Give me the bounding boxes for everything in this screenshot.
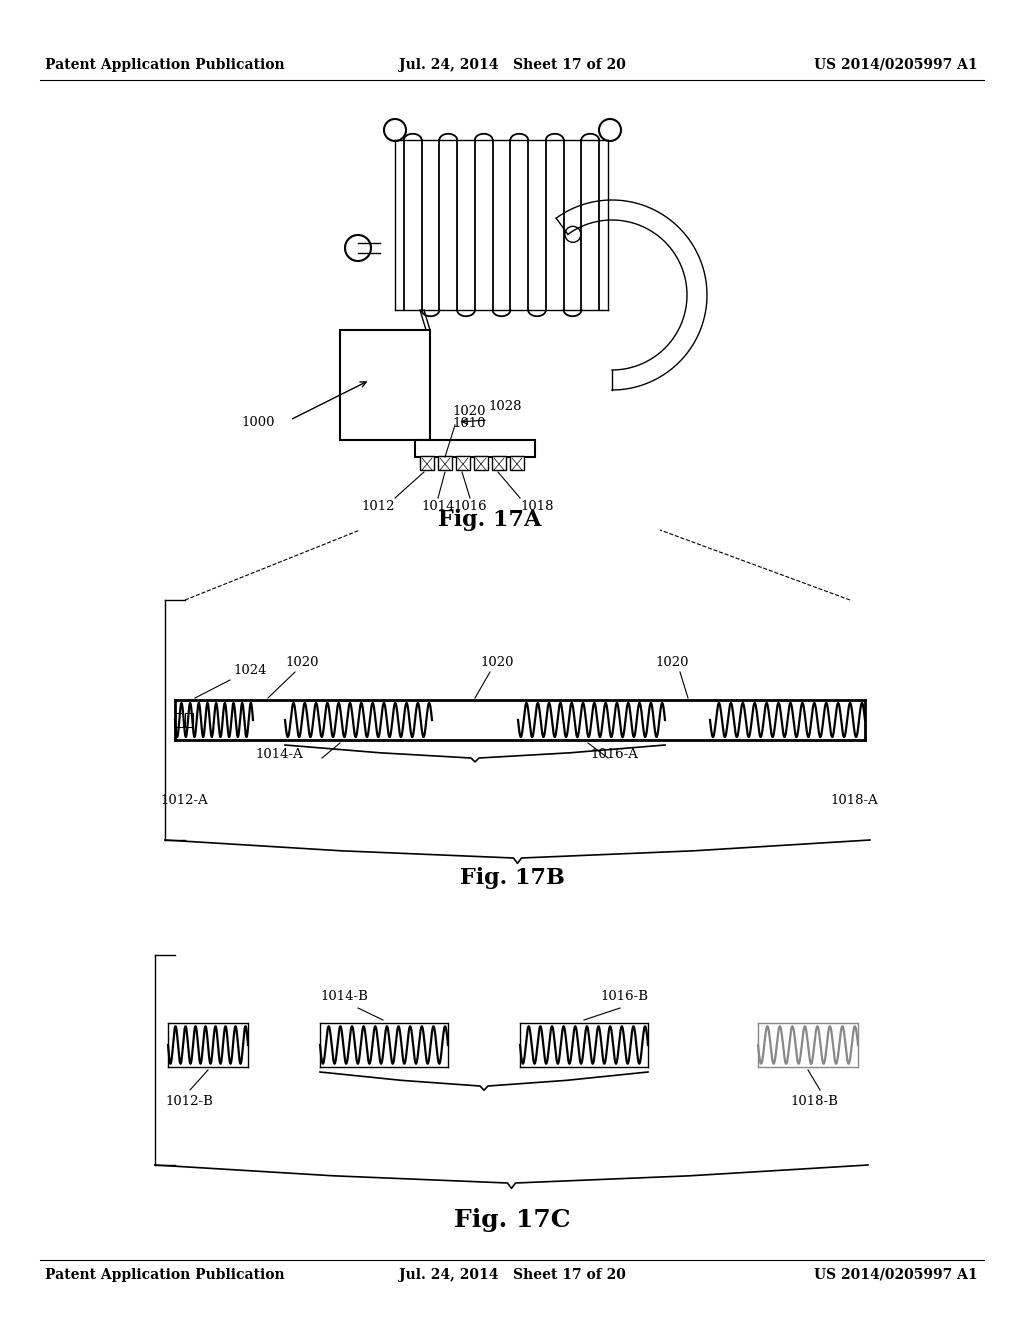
Bar (340, 330, 430, 440)
Text: Patent Application Publication: Patent Application Publication (45, 58, 285, 73)
Text: Jul. 24, 2014   Sheet 17 of 20: Jul. 24, 2014 Sheet 17 of 20 (398, 1269, 626, 1282)
Text: 1016-A: 1016-A (590, 748, 638, 762)
Text: Patent Application Publication: Patent Application Publication (45, 1269, 285, 1282)
Bar (415, 440, 535, 457)
Text: 1018-B: 1018-B (790, 1096, 838, 1107)
Text: Fig. 17A: Fig. 17A (438, 510, 542, 531)
Text: Fig. 17B: Fig. 17B (460, 867, 564, 888)
Bar (492, 455, 506, 470)
Text: 1010: 1010 (452, 417, 485, 430)
Text: 1012-A: 1012-A (160, 793, 208, 807)
Text: US 2014/0205997 A1: US 2014/0205997 A1 (814, 58, 978, 73)
Text: 1020: 1020 (452, 405, 485, 418)
Text: 1012-B: 1012-B (165, 1096, 213, 1107)
Text: 1014-A: 1014-A (255, 748, 303, 762)
Text: 1020: 1020 (480, 656, 513, 669)
Text: 1014-B: 1014-B (319, 990, 368, 1003)
Bar (253, 702, 285, 738)
Text: 1000: 1000 (242, 416, 275, 429)
Text: 1018-A: 1018-A (830, 793, 878, 807)
Bar (665, 702, 710, 738)
Circle shape (384, 119, 406, 141)
Text: Fig. 17C: Fig. 17C (454, 1208, 570, 1232)
Circle shape (599, 119, 621, 141)
Circle shape (345, 235, 371, 261)
Text: 1018: 1018 (520, 500, 554, 513)
Bar (474, 455, 488, 470)
Bar (456, 455, 470, 470)
Text: 1020: 1020 (285, 656, 318, 669)
Text: 1028: 1028 (488, 400, 521, 413)
Bar (185, 713, 193, 727)
Bar (420, 455, 434, 470)
Text: 1016-B: 1016-B (600, 990, 648, 1003)
Bar (438, 455, 452, 470)
Circle shape (565, 226, 581, 243)
Bar (432, 702, 518, 738)
Bar (510, 455, 524, 470)
Text: 1020: 1020 (655, 656, 688, 669)
Text: 1016: 1016 (454, 500, 486, 513)
Text: 1012: 1012 (361, 500, 395, 513)
Text: 1014: 1014 (421, 500, 455, 513)
Text: Jul. 24, 2014   Sheet 17 of 20: Jul. 24, 2014 Sheet 17 of 20 (398, 58, 626, 73)
Text: US 2014/0205997 A1: US 2014/0205997 A1 (814, 1269, 978, 1282)
Text: 1024: 1024 (233, 664, 266, 677)
Bar (175, 713, 183, 727)
